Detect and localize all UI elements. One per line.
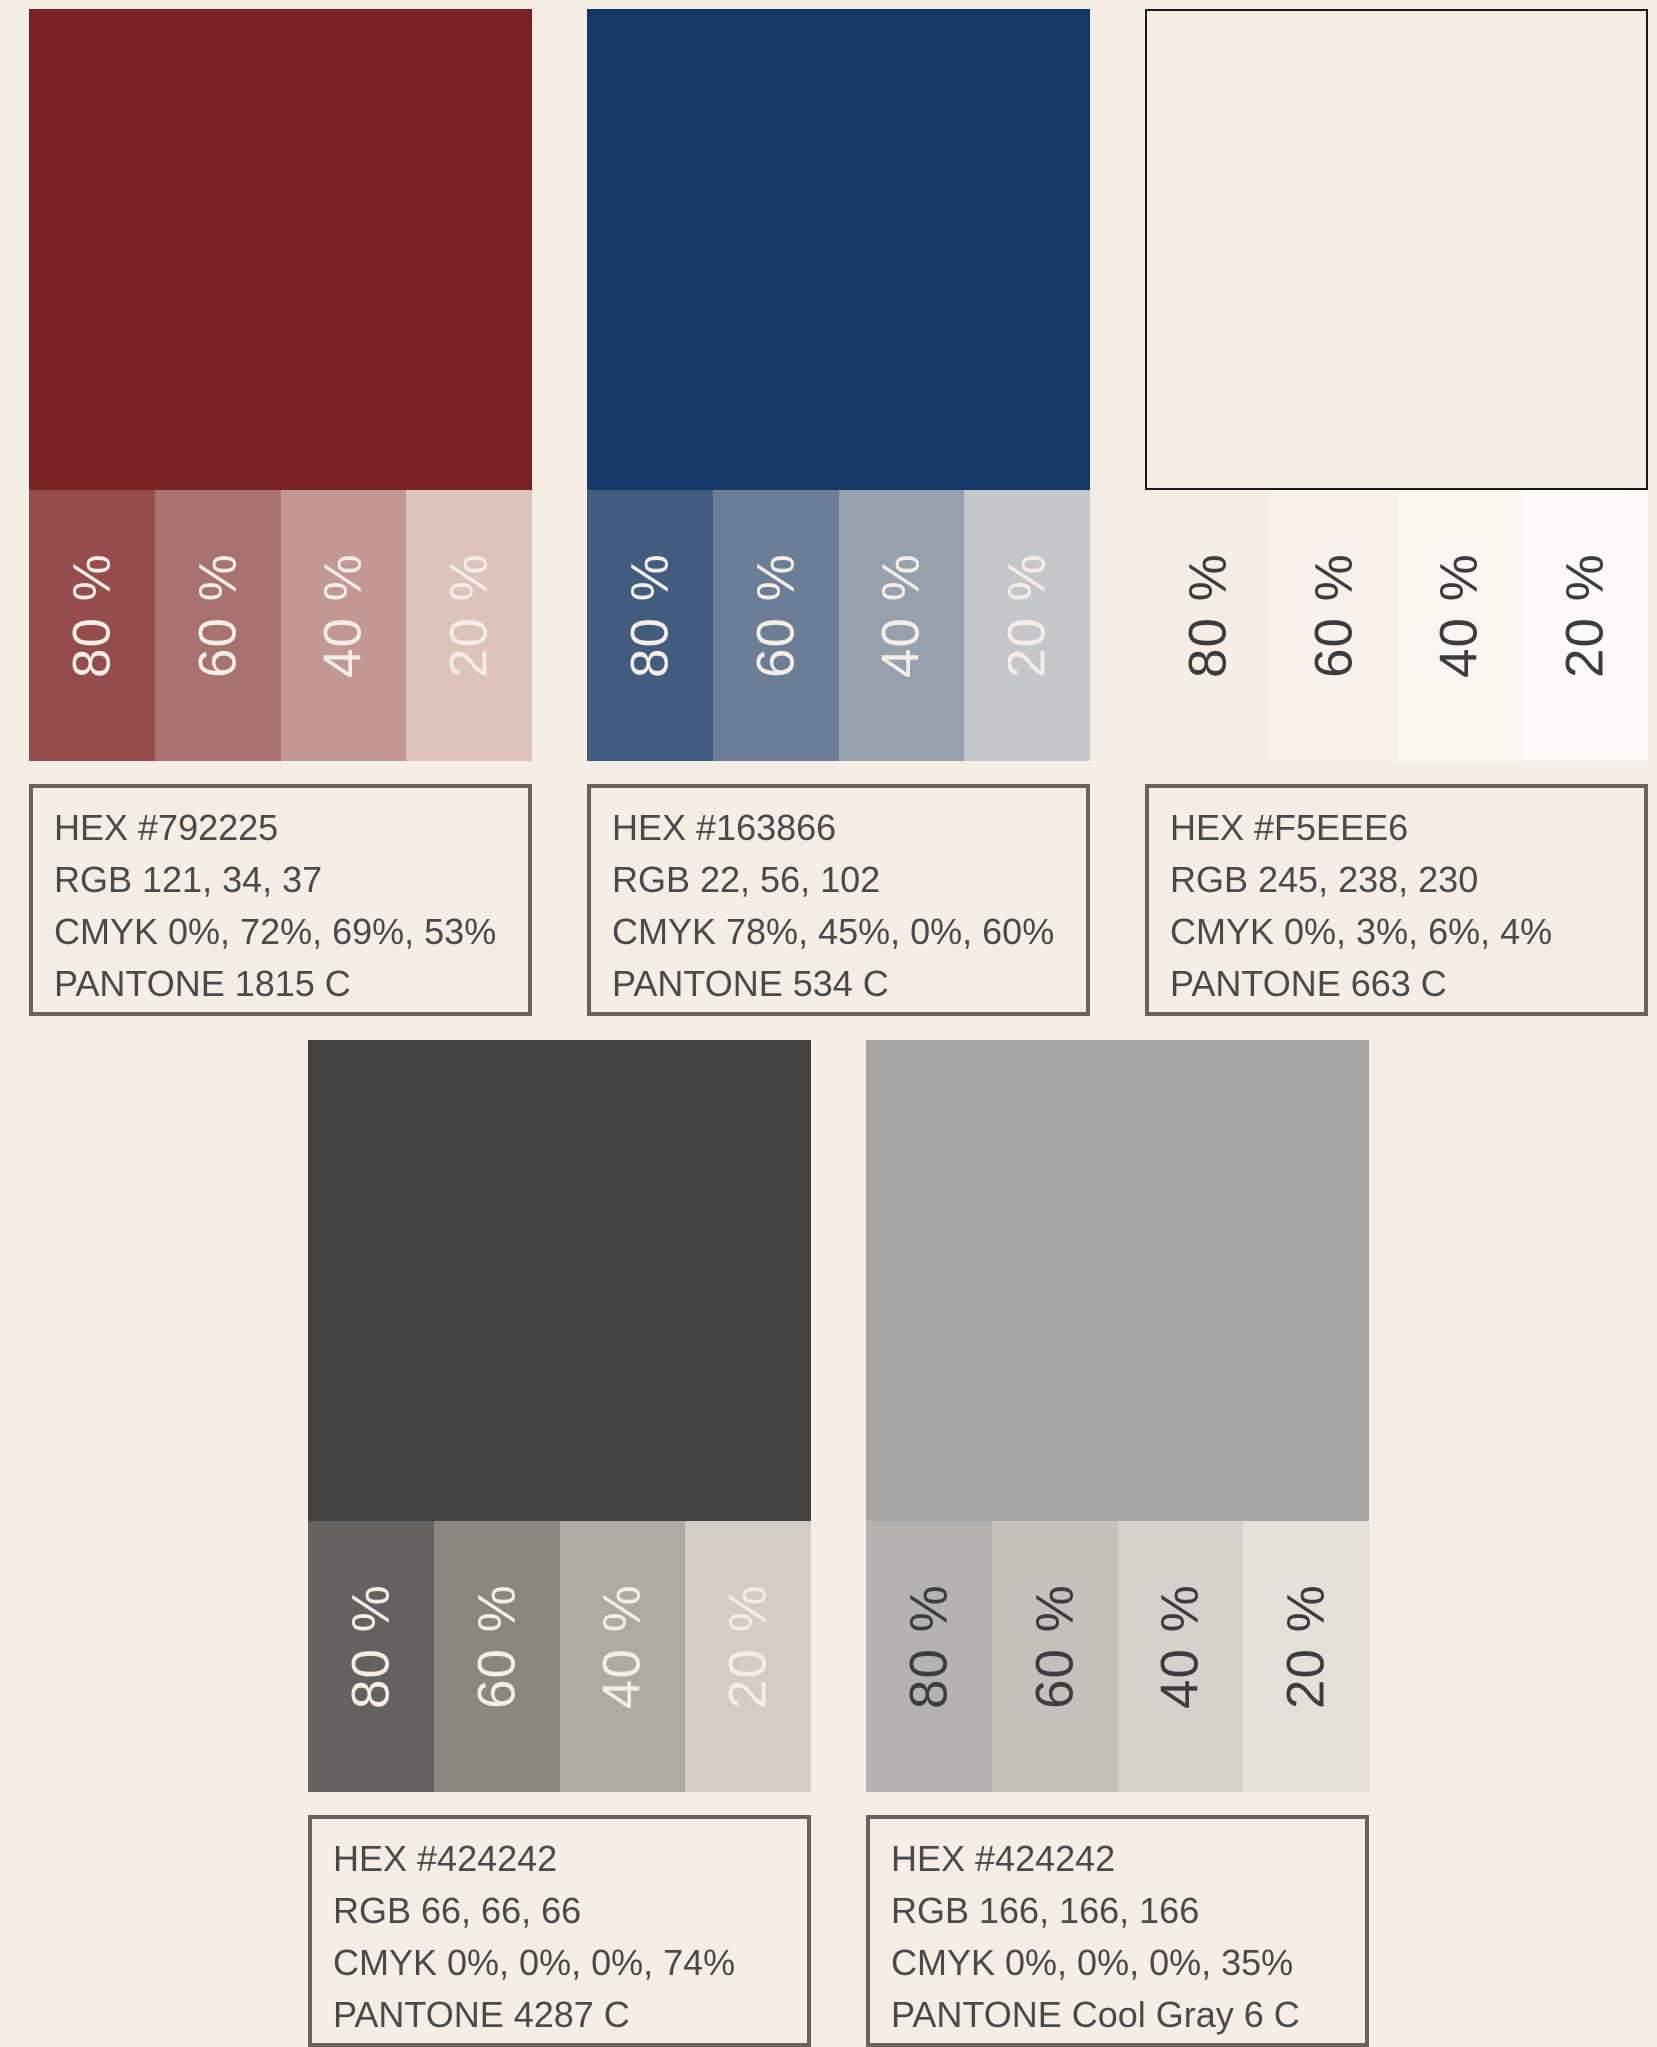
main-color-swatch <box>308 1040 811 1521</box>
cmyk-value: CMYK 0%, 72%, 69%, 53% <box>54 911 497 952</box>
tint-label: 20 % <box>1555 553 1615 678</box>
main-color-swatch <box>1145 9 1648 490</box>
tint-label: 40 % <box>592 1584 652 1709</box>
tint-strip: 80 % 60 % 40 % 20 % <box>587 490 1090 761</box>
tint-40: 40 % <box>838 490 965 761</box>
tint-label: 20 % <box>997 553 1057 678</box>
tint-20: 20 % <box>964 490 1090 761</box>
tint-strip: 80 % 60 % 40 % 20 % <box>866 1521 1369 1792</box>
tint-40: 40 % <box>1117 1521 1244 1792</box>
pantone-value: PANTONE 1815 C <box>54 963 351 1004</box>
swatch-card-charcoal: 80 % 60 % 40 % 20 % HEX #424242 RGB 66, … <box>308 1040 811 2047</box>
tint-80: 80 % <box>29 490 155 761</box>
tint-label: 40 % <box>1429 553 1489 678</box>
tint-20: 20 % <box>1522 490 1648 761</box>
tint-40: 40 % <box>1396 490 1523 761</box>
color-spec-box: HEX #F5EEE6 RGB 245, 238, 230 CMYK 0%, 3… <box>1145 784 1648 1016</box>
tint-label: 60 % <box>746 553 806 678</box>
rgb-value: RGB 166, 166, 166 <box>891 1890 1200 1931</box>
tint-label: 20 % <box>439 553 499 678</box>
color-spec-box: HEX #424242 RGB 166, 166, 166 CMYK 0%, 0… <box>866 1815 1369 2047</box>
tint-80: 80 % <box>866 1521 992 1792</box>
tint-60: 60 % <box>991 1521 1118 1792</box>
rgb-value: RGB 22, 56, 102 <box>612 859 881 900</box>
swatch-card-navy: 80 % 60 % 40 % 20 % HEX #163866 RGB 22, … <box>587 9 1090 1016</box>
tint-40: 40 % <box>280 490 407 761</box>
main-color-swatch <box>29 9 532 490</box>
cmyk-value: CMYK 0%, 0%, 0%, 74% <box>333 1942 736 1983</box>
tint-label: 80 % <box>62 553 122 678</box>
tint-label: 80 % <box>899 1584 959 1709</box>
rgb-value: RGB 121, 34, 37 <box>54 859 323 900</box>
hex-value: HEX #163866 <box>612 807 837 848</box>
tint-strip: 80 % 60 % 40 % 20 % <box>29 490 532 761</box>
tint-60: 60 % <box>712 490 839 761</box>
hex-value: HEX #424242 <box>333 1838 558 1879</box>
tint-label: 20 % <box>1276 1584 1336 1709</box>
tint-strip: 80 % 60 % 40 % 20 % <box>1145 490 1648 761</box>
swatch-card-red: 80 % 60 % 40 % 20 % HEX #792225 RGB 121,… <box>29 9 532 1016</box>
tint-60: 60 % <box>1270 490 1397 761</box>
swatch-card-gray: 80 % 60 % 40 % 20 % HEX #424242 RGB 166,… <box>866 1040 1369 2047</box>
tint-40: 40 % <box>559 1521 686 1792</box>
tint-label: 60 % <box>1025 1584 1085 1709</box>
color-spec-box: HEX #163866 RGB 22, 56, 102 CMYK 78%, 45… <box>587 784 1090 1016</box>
tint-label: 40 % <box>871 553 931 678</box>
tint-20: 20 % <box>1243 1521 1369 1792</box>
tint-80: 80 % <box>1145 490 1271 761</box>
hex-value: HEX #F5EEE6 <box>1170 807 1409 848</box>
tint-label: 40 % <box>313 553 373 678</box>
cmyk-value: CMYK 0%, 3%, 6%, 4% <box>1170 911 1553 952</box>
tint-60: 60 % <box>154 490 281 761</box>
tint-label: 80 % <box>1178 553 1238 678</box>
main-color-swatch <box>587 9 1090 490</box>
main-color-swatch <box>866 1040 1369 1521</box>
tint-label: 80 % <box>620 553 680 678</box>
tint-label: 80 % <box>341 1584 401 1709</box>
tint-60: 60 % <box>433 1521 560 1792</box>
color-spec-box: HEX #792225 RGB 121, 34, 37 CMYK 0%, 72%… <box>29 784 532 1016</box>
hex-value: HEX #424242 <box>891 1838 1116 1879</box>
tint-80: 80 % <box>308 1521 434 1792</box>
hex-value: HEX #792225 <box>54 807 279 848</box>
tint-80: 80 % <box>587 490 713 761</box>
pantone-value: PANTONE 4287 C <box>333 1994 630 2035</box>
rgb-value: RGB 66, 66, 66 <box>333 1890 582 1931</box>
tint-20: 20 % <box>685 1521 811 1792</box>
color-spec-box: HEX #424242 RGB 66, 66, 66 CMYK 0%, 0%, … <box>308 1815 811 2047</box>
tint-label: 20 % <box>718 1584 778 1709</box>
pantone-value: PANTONE Cool Gray 6 C <box>891 1994 1300 2035</box>
cmyk-value: CMYK 0%, 0%, 0%, 35% <box>891 1942 1294 1983</box>
pantone-value: PANTONE 663 C <box>1170 963 1447 1004</box>
tint-label: 60 % <box>1304 553 1364 678</box>
pantone-value: PANTONE 534 C <box>612 963 889 1004</box>
tint-label: 60 % <box>467 1584 527 1709</box>
tint-strip: 80 % 60 % 40 % 20 % <box>308 1521 811 1792</box>
rgb-value: RGB 245, 238, 230 <box>1170 859 1479 900</box>
swatch-card-cream: 80 % 60 % 40 % 20 % HEX #F5EEE6 RGB 245,… <box>1145 9 1648 1016</box>
tint-20: 20 % <box>406 490 532 761</box>
cmyk-value: CMYK 78%, 45%, 0%, 60% <box>612 911 1055 952</box>
tint-label: 40 % <box>1150 1584 1210 1709</box>
tint-label: 60 % <box>188 553 248 678</box>
